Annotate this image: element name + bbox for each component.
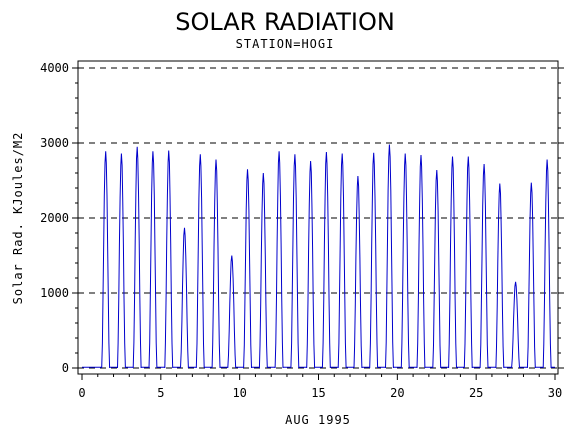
x-axis-label: AUG 1995: [285, 413, 351, 427]
y-tick-label: 4000: [40, 61, 69, 75]
y-tick-label: 3000: [40, 136, 69, 150]
x-tick-label: 20: [390, 386, 404, 400]
series-layer: [82, 144, 555, 369]
x-tick-label: 15: [311, 386, 325, 400]
y-tick-label: 1000: [40, 286, 69, 300]
x-tick-label: 5: [157, 386, 164, 400]
y-tick-label: 2000: [40, 211, 69, 225]
axes: 0 1000 2000 3000 4000 0 5 10 15 20 25 30: [40, 61, 564, 400]
x-tick-label: 30: [548, 386, 562, 400]
grid-lines: [78, 67, 558, 369]
x-tick-label: 10: [232, 386, 246, 400]
x-tick-label: 25: [469, 386, 483, 400]
y-tick-label: 0: [62, 361, 69, 375]
series-line: [82, 144, 555, 369]
chart-subtitle: STATION=HOGI: [236, 37, 335, 51]
chart-title: SOLAR RADIATION: [175, 8, 395, 36]
y-axis-label: Solar Rad. KJoules/M2: [11, 132, 25, 305]
x-tick-label: 0: [78, 386, 85, 400]
